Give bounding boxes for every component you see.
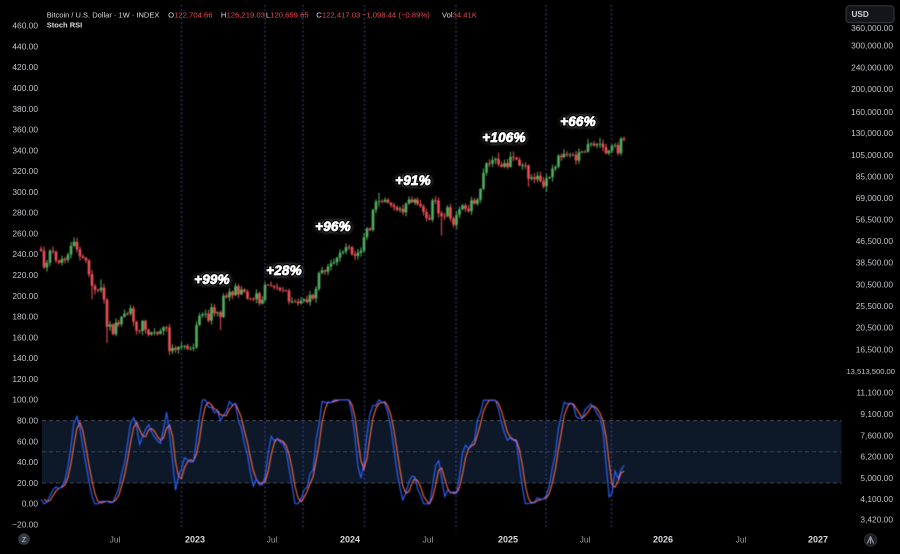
svg-text:2025: 2025 <box>498 535 518 545</box>
svg-text:320.00: 320.00 <box>12 166 38 176</box>
svg-text:+99%: +99% <box>194 272 230 287</box>
svg-text:+106%: +106% <box>482 130 525 145</box>
svg-text:130,000.00: 130,000.00 <box>851 128 893 138</box>
svg-text:+28%: +28% <box>267 263 302 278</box>
svg-text:Stoch RSI: Stoch RSI <box>47 21 82 30</box>
svg-text:2027: 2027 <box>808 535 828 545</box>
svg-text:240,000.00: 240,000.00 <box>851 62 893 72</box>
svg-text:+99%: +99% <box>194 272 230 287</box>
svg-text:340.00: 340.00 <box>12 145 38 155</box>
svg-text:46,500.00: 46,500.00 <box>856 236 894 246</box>
svg-text:2024: 2024 <box>340 535 360 545</box>
svg-text:−20.00: −20.00 <box>12 519 38 529</box>
svg-text:0.00: 0.00 <box>22 499 39 509</box>
svg-text:200.00: 200.00 <box>12 291 38 301</box>
svg-text:240.00: 240.00 <box>12 249 38 259</box>
svg-text:H126,219.03: H126,219.03 <box>221 10 265 19</box>
svg-text:9,100.00: 9,100.00 <box>860 409 893 419</box>
svg-text:+28%: +28% <box>266 263 302 278</box>
svg-text:140.00: 140.00 <box>12 353 38 363</box>
svg-text:280.00: 280.00 <box>12 208 38 218</box>
svg-text:200,000.00: 200,000.00 <box>851 84 893 94</box>
svg-text:160.00: 160.00 <box>12 332 38 342</box>
svg-text:220.00: 220.00 <box>12 270 38 280</box>
svg-text:+28%: +28% <box>266 263 302 278</box>
svg-text:420.00: 420.00 <box>12 62 38 72</box>
svg-text:2023: 2023 <box>185 535 205 545</box>
svg-text:260.00: 260.00 <box>12 229 38 239</box>
svg-text:40.00: 40.00 <box>17 457 38 467</box>
svg-text:380.00: 380.00 <box>12 104 38 114</box>
svg-text:+106%: +106% <box>482 130 525 145</box>
svg-text:+91%: +91% <box>396 173 431 188</box>
svg-text:+91%: +91% <box>395 173 431 188</box>
svg-text:69,000.00: 69,000.00 <box>856 193 894 203</box>
svg-text:300,000.00: 300,000.00 <box>851 41 893 51</box>
svg-text:16,500.00: 16,500.00 <box>856 344 894 354</box>
svg-text:100.00: 100.00 <box>12 395 38 405</box>
svg-text:+91%: +91% <box>395 173 431 188</box>
svg-text:2026: 2026 <box>653 535 673 545</box>
svg-text:C122,417.03: C122,417.03 <box>316 10 360 19</box>
svg-text:3,420.00: 3,420.00 <box>860 514 893 524</box>
svg-text:400.00: 400.00 <box>12 83 38 93</box>
svg-text:Jul: Jul <box>110 535 121 545</box>
svg-text:+96%: +96% <box>315 219 351 234</box>
svg-text:+96%: +96% <box>315 219 351 234</box>
svg-text:460.00: 460.00 <box>12 21 38 31</box>
svg-text:USD: USD <box>852 10 869 19</box>
svg-text:O122,704.66: O122,704.66 <box>168 10 212 19</box>
svg-text:440.00: 440.00 <box>12 41 38 51</box>
svg-text:20.00: 20.00 <box>17 478 38 488</box>
svg-text:20,500.00: 20,500.00 <box>856 323 894 333</box>
svg-text:Jul: Jul <box>580 535 591 545</box>
svg-text:105,000.00: 105,000.00 <box>851 150 893 160</box>
svg-text:+66%: +66% <box>560 114 596 129</box>
svg-text:120.00: 120.00 <box>12 374 38 384</box>
svg-text:4,100.00: 4,100.00 <box>860 494 893 504</box>
svg-text:38,500.00: 38,500.00 <box>856 258 894 268</box>
svg-text:5,000.00: 5,000.00 <box>860 473 893 483</box>
svg-text:+66%: +66% <box>560 114 596 129</box>
svg-text:360.00: 360.00 <box>12 125 38 135</box>
svg-text:25,500.00: 25,500.00 <box>856 301 894 311</box>
svg-text:L120,659.65: L120,659.65 <box>266 10 309 19</box>
svg-text:Jul: Jul <box>736 535 747 545</box>
svg-text:Vol34.41K: Vol34.41K <box>442 10 478 19</box>
svg-text:6,200.00: 6,200.00 <box>860 452 893 462</box>
svg-text:360,000.00: 360,000.00 <box>851 23 893 33</box>
svg-text:7,600.00: 7,600.00 <box>860 430 893 440</box>
svg-text:56,500.00: 56,500.00 <box>856 215 894 225</box>
svg-text:−1,098.44 (−0.89%): −1,098.44 (−0.89%) <box>362 10 430 19</box>
svg-text:+106%: +106% <box>483 130 525 145</box>
svg-text:Jul: Jul <box>267 535 278 545</box>
svg-text:180.00: 180.00 <box>12 312 38 322</box>
svg-text:13,513,500.00: 13,513,500.00 <box>846 367 895 376</box>
svg-text:+96%: +96% <box>316 219 351 234</box>
svg-text:+99%: +99% <box>195 272 230 287</box>
svg-text:85,000.00: 85,000.00 <box>856 172 894 182</box>
svg-text:11,100.00: 11,100.00 <box>856 388 893 398</box>
svg-text:30,500.00: 30,500.00 <box>856 279 894 289</box>
svg-text:Z: Z <box>22 537 27 544</box>
svg-text:+66%: +66% <box>561 114 596 129</box>
svg-text:Jul: Jul <box>423 535 434 545</box>
svg-text:60.00: 60.00 <box>17 436 38 446</box>
svg-text:160,000.00: 160,000.00 <box>851 107 893 117</box>
svg-text:300.00: 300.00 <box>12 187 38 197</box>
svg-text:Bitcoin / U.S. Dollar · 1W · I: Bitcoin / U.S. Dollar · 1W · INDEX <box>47 10 160 19</box>
svg-text:80.00: 80.00 <box>17 416 38 426</box>
